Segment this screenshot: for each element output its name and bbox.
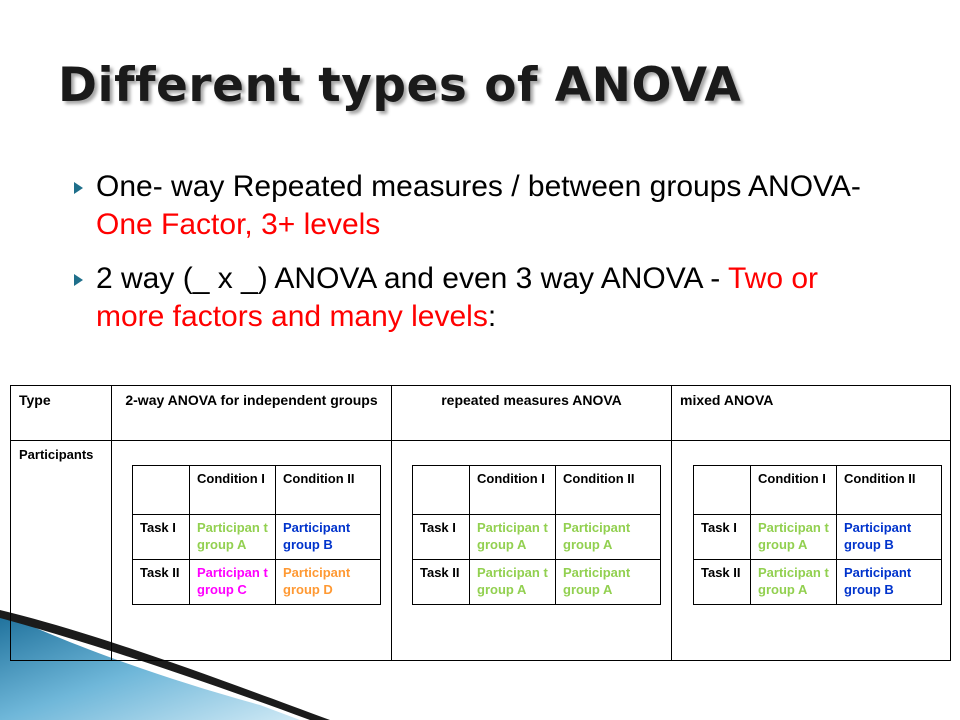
- row-header: Task I: [132, 514, 190, 560]
- column-header: Condition II: [555, 465, 661, 515]
- table-header-row: Type 2-way ANOVA for independent groups …: [10, 385, 951, 441]
- bullet-item: 2 way (_ x _) ANOVA and even 3 way ANOVA…: [74, 260, 894, 336]
- row-header: Task II: [412, 559, 470, 605]
- bullet-text: 2 way (_ x _) ANOVA and even 3 way ANOVA…: [96, 262, 728, 295]
- grid-cell: Participan t group A: [189, 514, 276, 560]
- grid-cell: Participan t group A: [750, 514, 837, 560]
- bullet-list: One- way Repeated measures / between gro…: [74, 168, 894, 352]
- design-cell: Condition I Condition II Task I Participan…: [111, 440, 392, 661]
- row-label-cell: Participants: [10, 440, 112, 661]
- column-header: Condition I: [189, 465, 276, 515]
- bullet-arrow-icon: [74, 182, 83, 194]
- bullet-suffix: :: [487, 300, 497, 333]
- table-row: Participants Condition I Condition II Tas…: [10, 440, 951, 661]
- bullet-text: One- way Repeated measures / between gro…: [96, 170, 861, 203]
- grid-cell: Participan t group A: [469, 559, 556, 605]
- bullet-arrow-icon: [74, 274, 83, 286]
- design-grid: Condition I Condition II Task I Participan…: [132, 465, 381, 605]
- slide-title: Different types of ANOVA: [58, 58, 742, 113]
- column-header: Condition II: [836, 465, 942, 515]
- grid-cell: Participant group B: [836, 514, 942, 560]
- grid-cell: Participan t group A: [750, 559, 837, 605]
- corner-cell: [693, 465, 751, 515]
- corner-cell: [132, 465, 190, 515]
- grid-cell: Participan t group C: [189, 559, 276, 605]
- grid-cell: Participant group A: [555, 559, 661, 605]
- row-header: Task II: [693, 559, 751, 605]
- row-header: Task II: [132, 559, 190, 605]
- grid-cell: Participant group B: [836, 559, 942, 605]
- design-cell: Condition I Condition II Task I Participan…: [671, 440, 951, 661]
- grid-cell: Participant group D: [275, 559, 381, 605]
- grid-cell: Participant group B: [275, 514, 381, 560]
- column-header: Condition II: [275, 465, 381, 515]
- header-cell: Type: [10, 385, 112, 441]
- header-cell: mixed ANOVA: [671, 385, 951, 441]
- bullet-highlight: Two or more factors and many levels: [96, 262, 819, 333]
- grid-cell: Participan t group A: [469, 514, 556, 560]
- header-cell: 2-way ANOVA for independent groups: [111, 385, 392, 441]
- design-grid: Condition I Condition II Task I Participan…: [693, 465, 942, 605]
- bullet-highlight: One Factor, 3+ levels: [96, 208, 381, 241]
- corner-cell: [412, 465, 470, 515]
- column-header: Condition I: [469, 465, 556, 515]
- design-cell: Condition I Condition II Task I Participan…: [391, 440, 672, 661]
- row-header: Task I: [693, 514, 751, 560]
- design-grid: Condition I Condition II Task I Participan…: [412, 465, 661, 605]
- grid-cell: Participant group A: [555, 514, 661, 560]
- row-header: Task I: [412, 514, 470, 560]
- anova-types-table: Type 2-way ANOVA for independent groups …: [10, 385, 951, 661]
- bullet-item: One- way Repeated measures / between gro…: [74, 168, 894, 244]
- header-cell: repeated measures ANOVA: [391, 385, 672, 441]
- column-header: Condition I: [750, 465, 837, 515]
